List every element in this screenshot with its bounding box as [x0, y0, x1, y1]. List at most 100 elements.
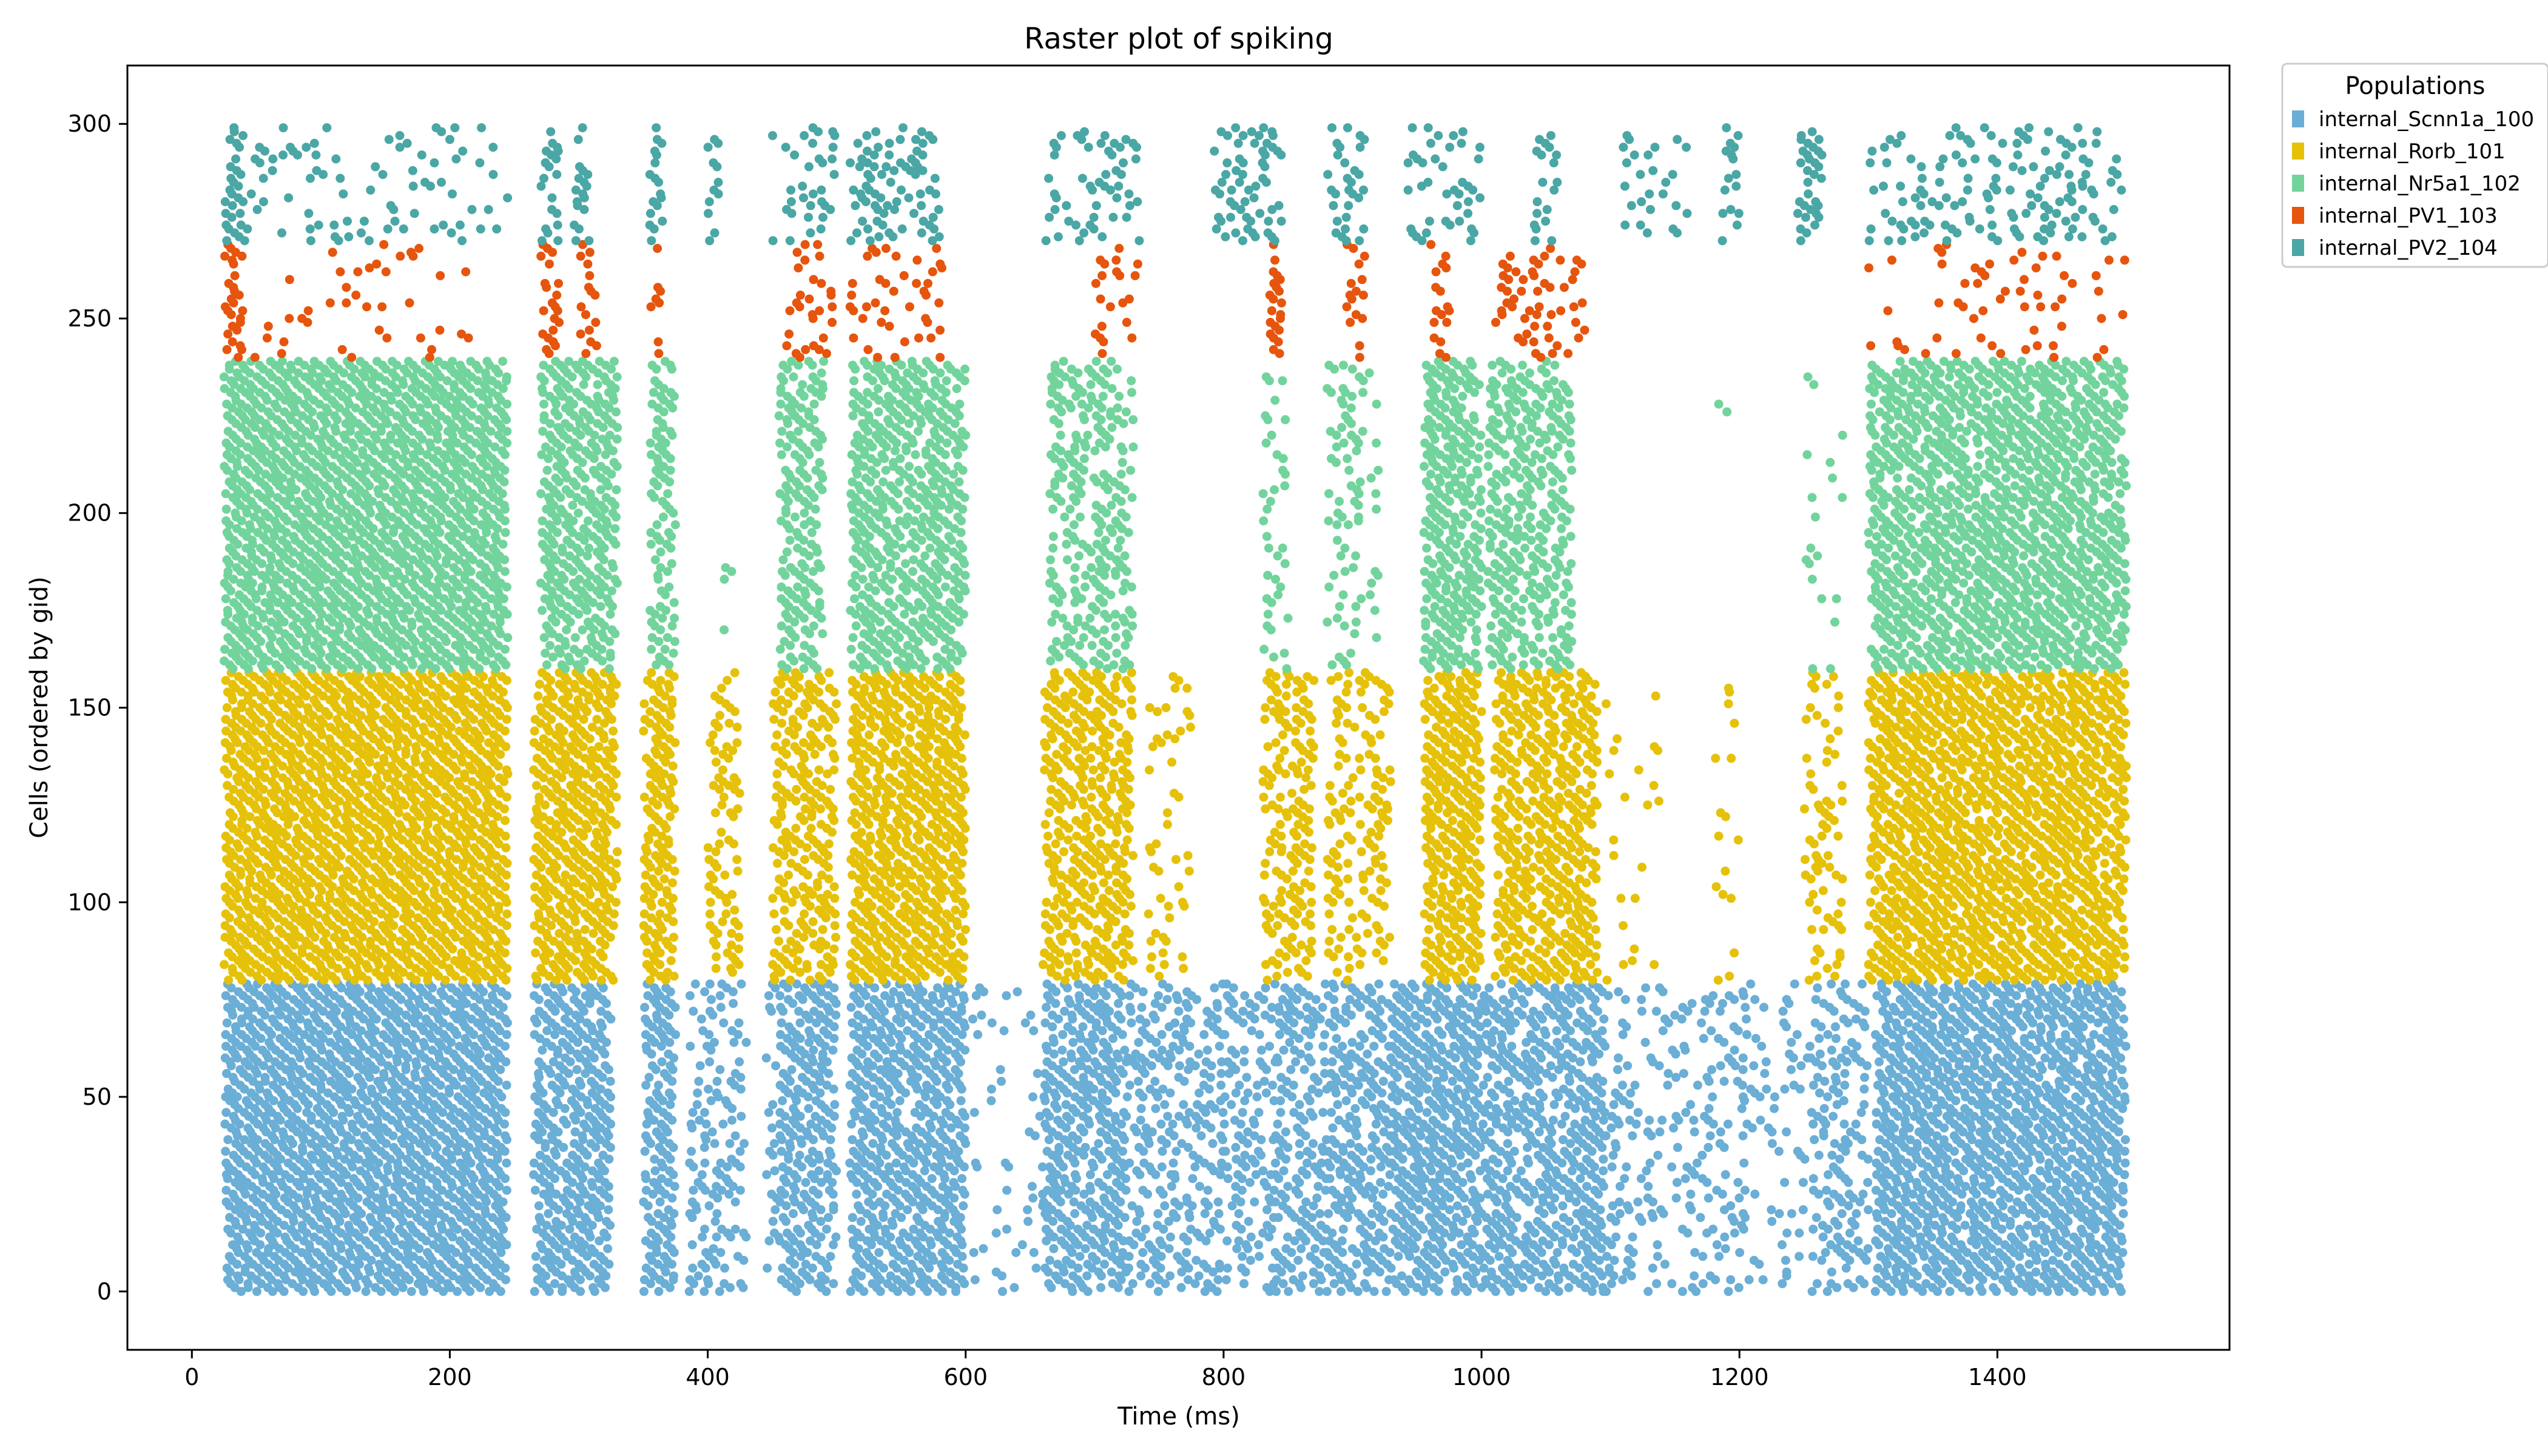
spike-point: [1427, 1189, 1437, 1199]
spike-point: [323, 1088, 333, 1098]
spike-point: [480, 1205, 490, 1215]
spike-point: [1157, 1030, 1167, 1039]
spike-point: [1329, 1045, 1338, 1055]
spike-point: [699, 1287, 709, 1296]
spike-point: [1020, 1018, 1030, 1028]
spike-point: [222, 1018, 232, 1028]
spike-point: [1145, 1084, 1155, 1094]
spike-point: [243, 1279, 253, 1289]
spike-point: [893, 1170, 903, 1179]
spike-point: [899, 1162, 909, 1171]
spike-point: [1367, 1142, 1377, 1152]
spike-point: [654, 1080, 663, 1090]
spike-point: [1498, 995, 1508, 1005]
spike-point: [730, 1069, 740, 1078]
spike-point: [460, 1034, 470, 1043]
spike-point: [1218, 1108, 1228, 1117]
spike-point: [1333, 1100, 1343, 1110]
spike-point: [953, 1259, 963, 1269]
spike-point: [1385, 1170, 1395, 1179]
spike-point: [1480, 1158, 1490, 1168]
spike-point: [370, 1100, 380, 1110]
spike-point: [221, 1092, 231, 1102]
spike-point: [1295, 1228, 1304, 1238]
spike-point: [534, 1213, 544, 1222]
spike-point: [500, 1131, 510, 1141]
spike-point: [1160, 1201, 1170, 1211]
spike-point: [1045, 1162, 1054, 1171]
spike-point: [1171, 1030, 1181, 1039]
spike-point: [1061, 1100, 1071, 1110]
spike-point: [1184, 1275, 1193, 1284]
spike-point: [1184, 1209, 1194, 1218]
spike-point: [909, 1042, 918, 1051]
spike-point: [1177, 1139, 1187, 1148]
spike-point: [712, 1209, 722, 1218]
spike-point: [1231, 1088, 1241, 1098]
spike-point: [1303, 1147, 1312, 1156]
spike-point: [1195, 1088, 1204, 1098]
spike-point: [1116, 1065, 1125, 1074]
spike-point: [1389, 979, 1399, 989]
spike-point: [276, 1178, 286, 1187]
spike-point: [951, 1065, 960, 1074]
spike-point: [913, 1252, 923, 1261]
spike-point: [1158, 1147, 1167, 1156]
spike-point: [1326, 1069, 1336, 1078]
spike-point: [233, 1232, 243, 1242]
spike-point: [1275, 1030, 1284, 1039]
spike-point: [1240, 991, 1250, 1000]
spike-point: [846, 1003, 856, 1012]
spike-point: [848, 1018, 857, 1028]
spike-point: [727, 1116, 736, 1125]
spike-point: [587, 1178, 596, 1187]
spike-point: [1137, 1003, 1147, 1012]
spike-point: [1523, 1221, 1533, 1230]
spike-point: [1182, 987, 1192, 997]
spike-point: [1343, 1185, 1353, 1195]
spike-point: [240, 1135, 249, 1145]
spike-point: [1337, 1236, 1347, 1245]
spike-point: [778, 1096, 787, 1105]
spike-point: [599, 1228, 609, 1238]
spike-point: [453, 1287, 462, 1296]
spike-point: [485, 1287, 494, 1296]
spike-point: [241, 1096, 251, 1105]
spike-point: [1338, 1224, 1348, 1234]
spike-point: [491, 1201, 500, 1211]
spike-point: [942, 1080, 951, 1090]
spike-point: [224, 1252, 234, 1261]
spike-point: [710, 1216, 720, 1226]
spike-point: [888, 1139, 897, 1148]
spike-point: [1199, 1069, 1209, 1078]
spike-point: [1427, 1228, 1437, 1238]
spike-point: [770, 1205, 780, 1215]
spike-point: [1423, 1240, 1432, 1250]
spike-point: [852, 1045, 862, 1055]
spike-point: [811, 1252, 821, 1261]
spike-point: [312, 1104, 322, 1113]
spike-point: [1496, 1042, 1506, 1051]
spike-point: [1252, 1092, 1262, 1102]
spike-point: [1345, 1111, 1355, 1121]
spike-point: [655, 1197, 665, 1207]
spike-point: [1136, 1104, 1146, 1113]
spike-point: [550, 1279, 559, 1289]
spike-point: [765, 1003, 774, 1012]
spike-point: [727, 1026, 737, 1036]
spike-point: [533, 1275, 542, 1284]
spike-point: [1534, 1150, 1543, 1160]
spike-point: [1068, 1271, 1078, 1281]
spike-point: [297, 1142, 307, 1152]
spike-point: [1138, 1185, 1148, 1195]
spike-point: [260, 1139, 270, 1148]
spike-point: [639, 1275, 649, 1284]
spike-point: [704, 1201, 714, 1211]
spike-point: [598, 1150, 608, 1160]
spike-point: [1512, 1174, 1522, 1184]
spike-point: [1029, 1026, 1039, 1036]
spike-point: [1554, 1065, 1563, 1074]
spike-point: [1478, 1080, 1488, 1090]
spike-point: [1067, 1049, 1076, 1059]
spike-point: [1265, 1042, 1275, 1051]
